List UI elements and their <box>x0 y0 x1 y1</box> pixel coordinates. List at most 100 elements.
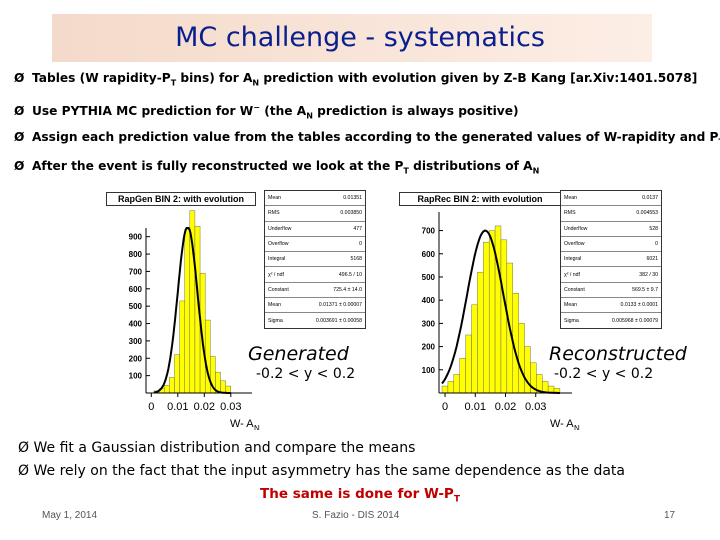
arrow-icon: Ø <box>18 463 30 479</box>
gaussian-fit-curve <box>441 229 560 394</box>
histogram-bar <box>184 229 191 394</box>
stats-row: χ² / ndf 382 / 30 <box>561 266 661 281</box>
histogram-bar <box>483 241 490 394</box>
stats-row: Underflow 477 <box>265 220 365 236</box>
x-tick-label: 0.03 <box>220 401 241 413</box>
stats-row: χ² / ndf 496.5 / 10 <box>265 266 365 281</box>
bullet-text: Tables (W rapidity-PT bins) for AN predi… <box>32 71 698 88</box>
stats-row: Sigma 0.005968 ± 0.00079 <box>561 312 661 327</box>
x-axis-label: W- A <box>550 418 574 430</box>
y-tick-label: 700 <box>129 267 143 276</box>
stats-row: RMS 0.004553 <box>561 205 661 220</box>
y-tick-label: 400 <box>422 296 436 305</box>
histogram-bar <box>453 374 460 394</box>
rapidity-range-reconstructed: -0.2 < y < 0.2 <box>554 366 654 382</box>
histogram-bar <box>179 300 185 394</box>
x-tick-label: 0 <box>442 401 448 413</box>
stats-row: Integral 6021 <box>561 251 661 266</box>
histogram-bar <box>447 381 455 394</box>
stats-box: Mean 0.0137 RMS 0.004553 Underflow 528 Overflo… <box>560 190 662 329</box>
histogram-bar <box>488 230 496 394</box>
histogram-title: RapGen BIN 2: with evolution <box>106 192 256 206</box>
bullet-4: Ø After the event is fully reconstructed … <box>14 158 539 179</box>
arrow-icon: Ø <box>14 71 25 85</box>
bottom-bullet-1: Ø We fit a Gaussian distribution and com… <box>18 440 415 456</box>
stats-row: Mean 0.0133 ± 0.0001 <box>561 297 661 312</box>
x-axis-label: W- A <box>230 418 254 430</box>
y-tick-label: 200 <box>129 354 143 363</box>
x-axis-label-sub: N <box>254 424 260 430</box>
bottom-bullet-text: We fit a Gaussian distribution and compa… <box>33 440 416 456</box>
bullet-text: Use PYTHIA MC prediction for W− (the AN … <box>32 103 519 121</box>
stats-row: Mean 0.01371 ± 0.00007 <box>265 297 365 312</box>
histogram-generated: 900 800 700 600 500 400 300 200 100 0 0.01 0.02 0.03… <box>104 190 366 433</box>
title-band <box>52 14 652 62</box>
y-tick-label: 100 <box>422 366 436 375</box>
histogram-bar <box>465 334 472 394</box>
arrow-icon: Ø <box>18 440 30 456</box>
histogram-bar <box>441 385 449 394</box>
y-tick-label: 800 <box>129 250 143 259</box>
bullet-3: Ø Assign each prediction value from the t… <box>14 129 720 150</box>
y-tick-label: 200 <box>422 343 436 352</box>
histogram-bar <box>163 384 170 394</box>
stats-row: Mean 0.01351 <box>268 195 362 202</box>
slide-title: MC challenge - systematics <box>175 22 545 53</box>
rapidity-range-generated: -0.2 < y < 0.2 <box>256 366 356 382</box>
y-tick-label: 600 <box>129 285 143 294</box>
histogram-bar <box>500 239 508 394</box>
stats-row: Overflow 0 <box>561 235 661 251</box>
arrow-icon: Ø <box>14 104 25 119</box>
y-tick-label: 600 <box>422 250 436 259</box>
y-tick-label: 500 <box>129 302 143 311</box>
y-tick-label: 100 <box>129 372 143 381</box>
stats-row: Mean 0.0137 <box>564 195 658 202</box>
plot-label-generated: Generated <box>248 343 349 365</box>
stats-row: RMS 0.003850 <box>265 205 365 220</box>
stats-row: Sigma 0.003691 ± 0.00058 <box>265 312 365 327</box>
arrow-icon: Ø <box>14 159 25 173</box>
histogram-bar <box>174 354 180 394</box>
stats-row: Constant 725.4 ± 14.0 <box>265 281 365 297</box>
bullet-text: Assign each prediction value from the ta… <box>32 130 720 146</box>
footer-page: 17 <box>664 510 676 521</box>
x-tick-label: 0.02 <box>194 401 215 413</box>
histogram-bar <box>494 225 502 394</box>
x-axis-label-sub: N <box>574 424 580 430</box>
stats-row: Overflow 0 <box>265 235 365 251</box>
red-note: The same is done for W-PT <box>0 486 720 505</box>
gaussian-fit-curve <box>153 227 231 394</box>
y-tick-label: 300 <box>129 337 143 346</box>
y-tick-label: 900 <box>129 233 143 242</box>
footer-date: May 1, 2014 <box>42 510 98 521</box>
red-note-sub: T <box>453 494 460 505</box>
arrow-icon: Ø <box>14 130 25 144</box>
stats-row: Constant 569.5 ± 9.7 <box>561 281 661 297</box>
y-tick-label: 300 <box>422 319 436 328</box>
histogram-title: RapRec BIN 2: with evolution <box>399 192 561 206</box>
stats-box: Mean 0.01351 RMS 0.003850 Underflow 477 Overfl… <box>264 190 366 329</box>
x-tick-label: 0.03 <box>525 401 546 413</box>
histogram-bar <box>220 380 226 394</box>
histogram-bar <box>471 304 478 394</box>
bottom-bullet-text: We rely on the fact that the input asymm… <box>33 463 625 479</box>
red-note-text: The same is done for W-P <box>260 486 454 502</box>
y-tick-label: 400 <box>129 320 143 329</box>
stats-row: Integral 5168 <box>265 251 365 266</box>
histogram-bar <box>518 323 525 394</box>
y-tick-label: 500 <box>422 273 436 282</box>
x-tick-label: 0 <box>148 401 154 413</box>
plot-label-reconstructed: Reconstructed <box>549 343 687 365</box>
bullet-text: After the event is fully reconstructed w… <box>32 159 540 176</box>
histogram-bar <box>169 377 175 394</box>
histogram-bar <box>477 272 484 394</box>
stats-row: Underflow 528 <box>561 220 661 236</box>
y-tick-label: 700 <box>422 227 436 236</box>
bottom-bullet-2: Ø We rely on the fact that the input asy… <box>18 463 625 479</box>
histogram-bar <box>459 357 466 394</box>
x-tick-label: 0.01 <box>167 401 188 413</box>
x-tick-label: 0.01 <box>465 401 486 413</box>
footer-center: S. Fazio - DIS 2014 <box>312 510 400 521</box>
bullet-1: Ø Tables (W rapidity-PT bins) for AN pred… <box>14 70 697 91</box>
